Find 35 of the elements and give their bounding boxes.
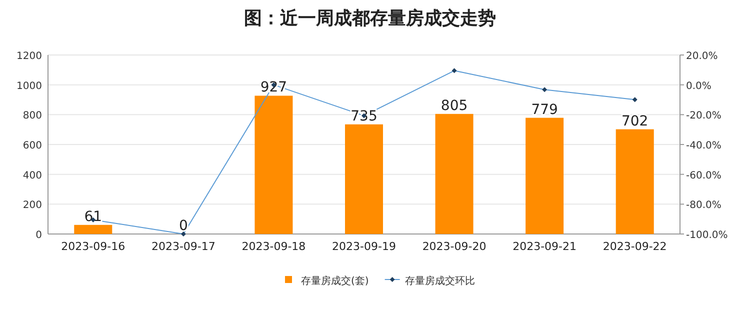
data-label: 805: [440, 98, 468, 114]
bar: [345, 124, 383, 234]
data-label: 702: [621, 113, 648, 130]
y2-tick-label: 20.0%: [686, 51, 718, 62]
x-tick-label: 2023-09-21: [512, 240, 577, 253]
y2-tick-label: -80.0%: [686, 200, 722, 212]
bar: [526, 118, 564, 234]
y-tick-label: 0: [36, 230, 42, 241]
x-tick-label: 2023-09-18: [242, 240, 306, 253]
data-label: 0: [178, 218, 188, 234]
x-tick-label: 2023-09-19: [332, 240, 396, 253]
y2-tick-label: -60.0%: [686, 170, 722, 182]
x-tick-label: 2023-09-17: [151, 240, 216, 253]
y2-tick-label: 0.0%: [686, 80, 712, 92]
data-label: 779: [531, 102, 558, 118]
data-label: 735: [350, 108, 378, 124]
y2-tick-label: -20.0%: [686, 110, 722, 122]
x-tick-label: 2023-09-22: [602, 240, 667, 253]
bar: [254, 96, 293, 234]
y2-tick-label: -40.0%: [686, 140, 722, 152]
y-tick-label: 1200: [16, 51, 42, 62]
x-tick-label: 2023-09-20: [422, 240, 486, 253]
bar: [435, 114, 474, 234]
x-tick-label: 2023-09-16: [61, 240, 126, 253]
legend-label: 存量房成交(套): [301, 275, 369, 287]
y-tick-label: 200: [22, 200, 42, 212]
bar: [616, 129, 654, 234]
y-tick-label: 600: [22, 140, 42, 152]
y-tick-label: 1000: [16, 80, 42, 92]
y-tick-label: 800: [22, 110, 42, 122]
legend-label: 存量房成交环比: [404, 275, 475, 287]
y2-tick-label: -100.0%: [686, 230, 728, 241]
chart-title: 图：近一周成都存量房成交走势: [244, 8, 496, 29]
bar: [74, 224, 112, 234]
y-tick-label: 400: [22, 170, 42, 182]
